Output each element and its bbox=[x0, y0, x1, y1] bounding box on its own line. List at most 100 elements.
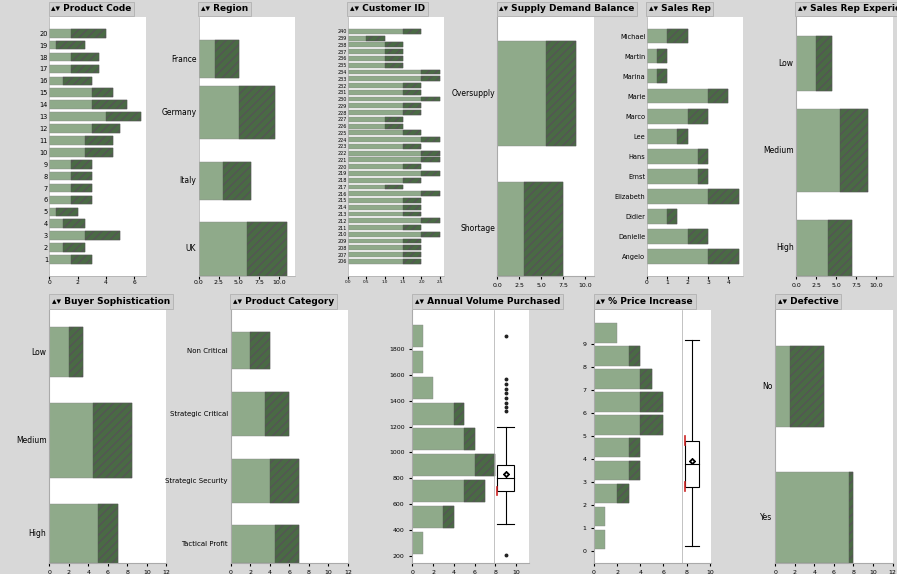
Bar bbox=[348, 49, 403, 54]
Text: Oversupply: Oversupply bbox=[452, 89, 496, 98]
Bar bbox=[454, 402, 464, 425]
Bar bbox=[385, 117, 403, 122]
Text: Strategic Security: Strategic Security bbox=[165, 478, 228, 484]
Bar bbox=[49, 53, 99, 61]
Bar bbox=[667, 29, 688, 44]
Text: ▴▾ Region: ▴▾ Region bbox=[201, 5, 248, 13]
Bar bbox=[49, 136, 113, 145]
Bar bbox=[677, 129, 688, 144]
Bar bbox=[545, 41, 576, 146]
Text: ▴▾ Sales Rep Experience: ▴▾ Sales Rep Experience bbox=[798, 5, 897, 13]
Bar bbox=[64, 76, 91, 85]
Bar bbox=[348, 252, 422, 257]
Bar bbox=[84, 231, 120, 240]
Bar bbox=[106, 113, 141, 121]
Bar bbox=[64, 243, 84, 252]
Bar bbox=[49, 196, 91, 204]
Bar bbox=[797, 36, 832, 91]
Bar bbox=[413, 455, 495, 476]
Bar bbox=[443, 506, 454, 528]
Bar bbox=[647, 189, 738, 204]
Bar bbox=[49, 88, 113, 97]
Bar bbox=[348, 205, 422, 210]
Bar bbox=[348, 157, 440, 162]
Bar bbox=[647, 169, 708, 184]
Bar bbox=[647, 210, 677, 224]
Bar bbox=[698, 169, 708, 184]
Bar bbox=[231, 391, 290, 436]
Bar bbox=[348, 29, 422, 34]
Bar bbox=[413, 506, 454, 528]
Bar bbox=[71, 53, 99, 61]
Bar bbox=[708, 249, 738, 264]
Bar bbox=[640, 392, 664, 412]
Bar bbox=[49, 160, 91, 169]
Bar bbox=[385, 49, 403, 54]
Text: High: High bbox=[776, 243, 794, 253]
Bar bbox=[640, 415, 664, 435]
Bar bbox=[348, 96, 440, 102]
Bar bbox=[497, 466, 514, 491]
Bar bbox=[348, 103, 422, 108]
Bar bbox=[617, 484, 629, 503]
Bar bbox=[366, 36, 385, 41]
Bar bbox=[199, 40, 239, 78]
Text: Medium: Medium bbox=[763, 146, 794, 156]
Text: ▴▾ Buyer Sophistication: ▴▾ Buyer Sophistication bbox=[52, 297, 170, 306]
Bar bbox=[49, 243, 84, 252]
Bar bbox=[49, 231, 120, 240]
Bar bbox=[629, 346, 640, 366]
Bar bbox=[840, 110, 868, 192]
Bar bbox=[199, 86, 275, 139]
Bar bbox=[64, 219, 84, 228]
Bar bbox=[49, 113, 141, 121]
Bar bbox=[49, 327, 83, 377]
Bar bbox=[524, 181, 563, 276]
Bar bbox=[199, 161, 251, 200]
Bar bbox=[688, 109, 708, 123]
Bar bbox=[403, 130, 422, 135]
Bar bbox=[231, 525, 300, 563]
Text: UK: UK bbox=[186, 245, 196, 254]
Bar bbox=[270, 459, 300, 503]
Text: Medium: Medium bbox=[16, 436, 47, 445]
Bar bbox=[385, 123, 403, 129]
Text: Italy: Italy bbox=[179, 176, 196, 185]
Bar bbox=[594, 507, 605, 526]
Bar bbox=[348, 90, 422, 95]
Bar bbox=[422, 191, 440, 196]
Text: Strategic Critical: Strategic Critical bbox=[170, 411, 228, 417]
Bar bbox=[403, 83, 422, 88]
Bar bbox=[698, 149, 708, 164]
Bar bbox=[385, 56, 403, 61]
Bar bbox=[594, 369, 652, 389]
Bar bbox=[647, 149, 708, 164]
Text: Yes: Yes bbox=[761, 513, 772, 522]
Bar bbox=[348, 198, 422, 203]
Bar bbox=[49, 503, 118, 563]
Text: No: No bbox=[762, 382, 772, 391]
Bar bbox=[403, 164, 422, 169]
Bar bbox=[57, 41, 84, 49]
Text: Tactical Profit: Tactical Profit bbox=[181, 541, 228, 547]
Bar bbox=[413, 480, 485, 502]
Text: High: High bbox=[29, 529, 47, 538]
Bar bbox=[403, 90, 422, 95]
Bar bbox=[657, 69, 667, 83]
Bar bbox=[594, 346, 640, 366]
Bar bbox=[348, 178, 422, 183]
Bar bbox=[403, 178, 422, 183]
Bar bbox=[688, 230, 708, 244]
Text: Low: Low bbox=[31, 347, 47, 356]
Bar bbox=[797, 220, 852, 276]
Bar bbox=[403, 110, 422, 115]
Bar bbox=[348, 232, 440, 236]
Bar bbox=[413, 325, 422, 347]
Text: ▴▾ % Price Increase: ▴▾ % Price Increase bbox=[597, 297, 692, 306]
Bar bbox=[91, 124, 120, 133]
Bar bbox=[403, 144, 422, 149]
Bar bbox=[403, 239, 422, 243]
Bar bbox=[57, 208, 77, 216]
Bar bbox=[498, 41, 576, 146]
Bar bbox=[265, 391, 290, 436]
